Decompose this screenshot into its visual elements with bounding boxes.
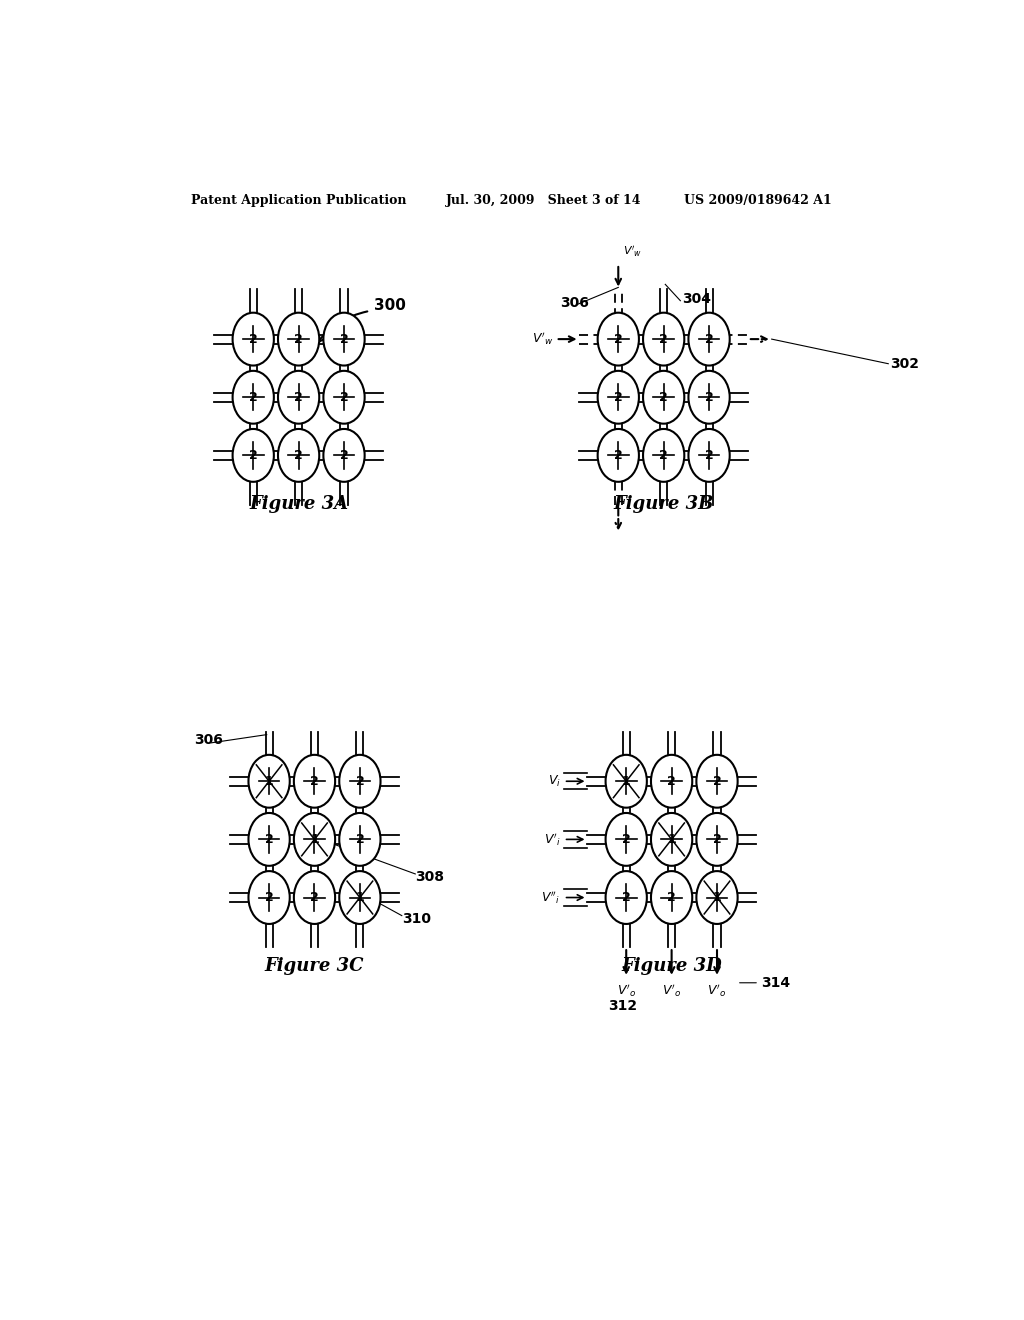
Text: 306: 306 (194, 733, 223, 747)
Text: 2: 2 (249, 333, 258, 346)
Circle shape (339, 871, 381, 924)
Text: 312: 312 (607, 999, 637, 1014)
Text: $V'_o$: $V'_o$ (708, 983, 727, 999)
Text: US 2009/0189642 A1: US 2009/0189642 A1 (684, 194, 831, 207)
Text: 2: 2 (713, 775, 721, 788)
Text: $V'_o$: $V'_o$ (616, 983, 636, 999)
Text: $V'_o$: $V'_o$ (662, 983, 681, 999)
Circle shape (232, 313, 273, 366)
Text: 2: 2 (310, 775, 318, 788)
Circle shape (294, 755, 335, 808)
Text: 2: 2 (622, 833, 631, 846)
Text: 1: 1 (622, 775, 631, 788)
Circle shape (249, 813, 290, 866)
Text: 1: 1 (668, 833, 676, 846)
Text: 2: 2 (340, 333, 348, 346)
Circle shape (598, 313, 639, 366)
Circle shape (232, 371, 273, 424)
Text: 2: 2 (294, 391, 303, 404)
Text: 2: 2 (668, 891, 676, 904)
Text: Figure 3A: Figure 3A (249, 495, 348, 513)
Circle shape (324, 429, 365, 482)
Circle shape (278, 313, 319, 366)
Circle shape (688, 371, 730, 424)
Text: 2: 2 (659, 449, 668, 462)
Text: 1: 1 (355, 891, 365, 904)
Circle shape (324, 313, 365, 366)
Text: 308: 308 (416, 870, 444, 884)
Circle shape (643, 313, 684, 366)
Circle shape (651, 871, 692, 924)
Text: Figure 3C: Figure 3C (265, 957, 365, 975)
Text: 302: 302 (890, 356, 919, 371)
Circle shape (605, 813, 647, 866)
Circle shape (249, 755, 290, 808)
Text: 304: 304 (682, 292, 711, 306)
Text: 310: 310 (401, 912, 431, 925)
Text: 2: 2 (614, 449, 623, 462)
Text: Patent Application Publication: Patent Application Publication (191, 194, 407, 207)
Circle shape (605, 755, 647, 808)
Text: 2: 2 (355, 833, 365, 846)
Circle shape (294, 871, 335, 924)
Text: 314: 314 (761, 975, 790, 990)
Circle shape (651, 755, 692, 808)
Text: 2: 2 (355, 775, 365, 788)
Circle shape (643, 429, 684, 482)
Text: 2: 2 (340, 449, 348, 462)
Text: $V'_i$: $V'_i$ (544, 832, 560, 847)
Text: $V''_i$: $V''_i$ (542, 890, 560, 906)
Text: 2: 2 (659, 391, 668, 404)
Circle shape (696, 871, 737, 924)
Circle shape (688, 429, 730, 482)
Text: 2: 2 (265, 833, 273, 846)
Text: 1: 1 (713, 891, 721, 904)
Circle shape (249, 871, 290, 924)
Text: 2: 2 (249, 391, 258, 404)
Circle shape (651, 813, 692, 866)
Text: 2: 2 (668, 775, 676, 788)
Circle shape (696, 755, 737, 808)
Text: $V'_w$: $V'_w$ (623, 244, 642, 259)
Text: 2: 2 (614, 391, 623, 404)
Text: 2: 2 (705, 391, 714, 404)
Circle shape (294, 813, 335, 866)
Text: 2: 2 (659, 333, 668, 346)
Circle shape (598, 371, 639, 424)
Text: 2: 2 (705, 449, 714, 462)
Text: 2: 2 (310, 891, 318, 904)
Text: 2: 2 (340, 391, 348, 404)
Text: 2: 2 (294, 449, 303, 462)
Circle shape (339, 755, 381, 808)
Text: Figure 3B: Figure 3B (613, 495, 714, 513)
Text: 2: 2 (249, 449, 258, 462)
Circle shape (605, 871, 647, 924)
Circle shape (339, 813, 381, 866)
Text: 2: 2 (705, 333, 714, 346)
Text: 300: 300 (374, 298, 406, 313)
Circle shape (278, 371, 319, 424)
Text: $V'_w$: $V'_w$ (531, 331, 553, 347)
Circle shape (598, 429, 639, 482)
Text: 2: 2 (265, 891, 273, 904)
Circle shape (643, 371, 684, 424)
Text: Jul. 30, 2009   Sheet 3 of 14: Jul. 30, 2009 Sheet 3 of 14 (445, 194, 641, 207)
Text: 306: 306 (560, 296, 590, 310)
Text: 2: 2 (622, 891, 631, 904)
Text: 1: 1 (265, 775, 273, 788)
Text: 1: 1 (310, 833, 318, 846)
Text: 2: 2 (713, 833, 721, 846)
Circle shape (278, 429, 319, 482)
Circle shape (232, 429, 273, 482)
Circle shape (324, 371, 365, 424)
Text: 2: 2 (614, 333, 623, 346)
Text: Figure 3D: Figure 3D (622, 957, 722, 975)
Circle shape (688, 313, 730, 366)
Text: $V_i$: $V_i$ (548, 774, 560, 789)
Text: 2: 2 (294, 333, 303, 346)
Circle shape (696, 813, 737, 866)
